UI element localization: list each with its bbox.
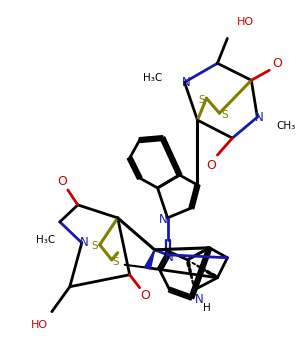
Text: S: S: [92, 241, 98, 251]
Text: O: O: [141, 289, 151, 302]
Text: CH₃: CH₃: [276, 121, 296, 131]
Text: HO: HO: [237, 17, 254, 27]
Text: O: O: [206, 159, 216, 172]
Text: N: N: [80, 236, 88, 249]
Text: N: N: [195, 293, 204, 306]
Text: H₃C: H₃C: [36, 235, 55, 245]
Text: N: N: [159, 213, 168, 227]
Text: HO: HO: [31, 319, 49, 330]
Text: O: O: [272, 57, 282, 70]
Text: N: N: [182, 76, 191, 89]
Text: S: S: [112, 257, 119, 267]
Text: O: O: [57, 175, 67, 189]
Text: N: N: [165, 251, 174, 264]
Text: H₃C: H₃C: [143, 73, 163, 83]
Text: S: S: [198, 95, 205, 105]
Text: H: H: [202, 303, 210, 313]
Polygon shape: [145, 250, 154, 269]
Text: S: S: [221, 110, 228, 120]
Text: N: N: [255, 111, 264, 124]
